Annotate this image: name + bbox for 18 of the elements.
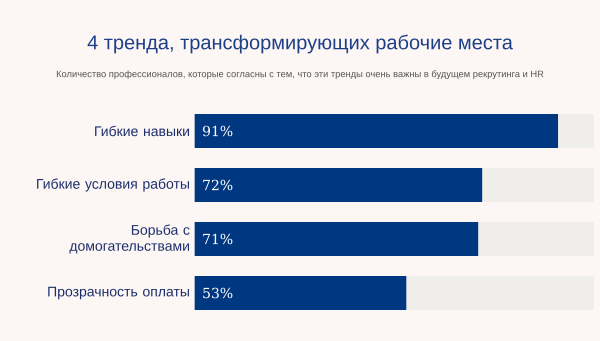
chart-subtitle: Количество профессионалов, которые согласны с тем, что эти тренды очень важны в будущем рекрутинга и HR (56, 70, 544, 80)
y-tick-label: Борьба с домогательствами (70, 224, 190, 254)
bar (194, 276, 406, 310)
y-tick-label: Гибкие навыки (95, 126, 189, 136)
bar (406, 276, 594, 310)
y-tick-label: Гибкие условия работы (37, 178, 189, 192)
bar (558, 114, 594, 148)
bar (482, 168, 594, 202)
bar (194, 114, 558, 148)
data-label: 91% (202, 126, 232, 136)
bar (194, 168, 482, 202)
chart-title: 4 тренда, трансформирующих рабочие места (88, 34, 513, 54)
bar (478, 222, 594, 256)
data-label: 53% (203, 288, 232, 298)
data-label: 72% (203, 180, 232, 190)
data-label: 71% (203, 234, 232, 244)
y-tick-label: Прозрачность оплаты (48, 286, 189, 300)
bar (194, 222, 478, 256)
